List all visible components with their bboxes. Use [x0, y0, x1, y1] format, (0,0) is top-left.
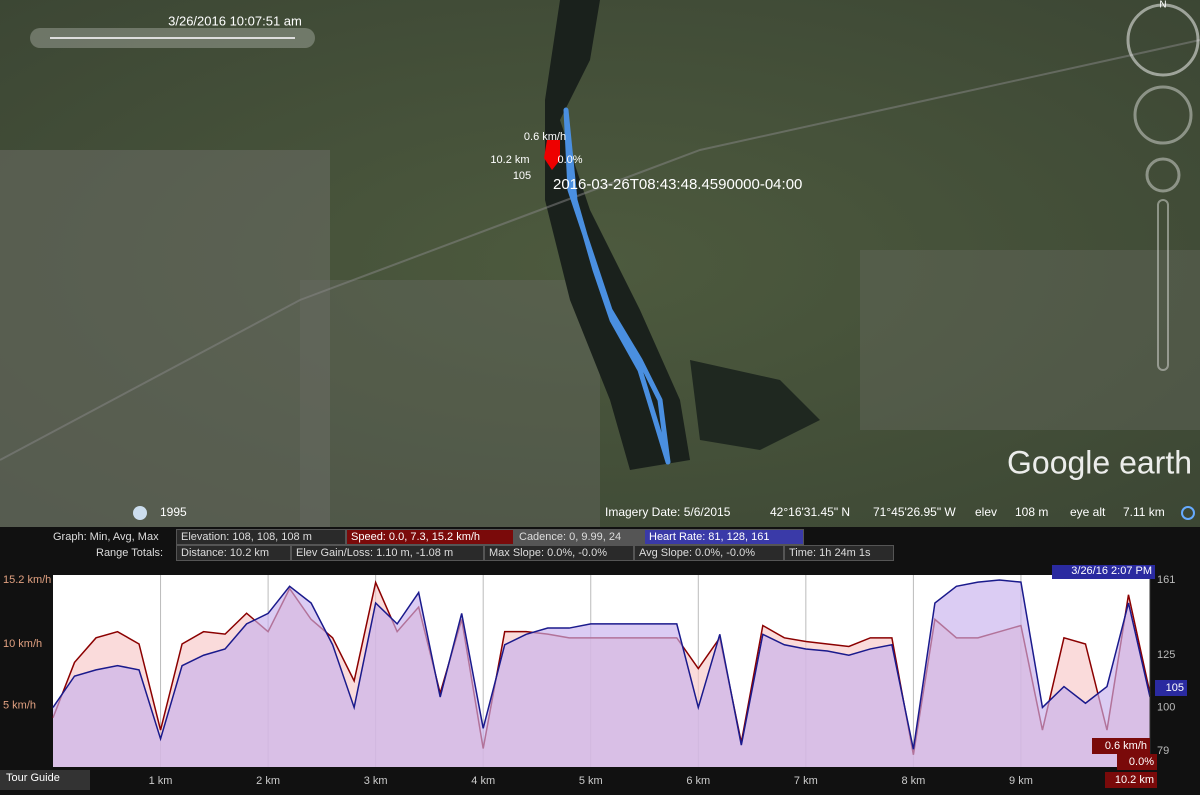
marker-time: 2016-03-26T08:43:48.4590000-04:00: [553, 176, 802, 193]
y2-tick-label: 79: [1157, 745, 1169, 757]
cursor-speed-box: [1092, 738, 1150, 754]
status-indicator: [1181, 506, 1195, 520]
x-tick-label: 1 km: [149, 775, 173, 787]
road: [0, 39, 1200, 461]
cursor-speed: 0.6 km/h: [1105, 740, 1147, 752]
zoom-slider[interactable]: [1157, 199, 1169, 371]
distance-stat: Distance: 10.2 km: [176, 545, 291, 561]
cursor-distance-box: [1105, 772, 1157, 788]
urban-area: [0, 150, 330, 527]
eye-alt-value: 7.11 km: [1123, 505, 1165, 519]
series-line: [52, 579, 1151, 750]
max-slope-stat: Max Slope: 0.0%, -0.0%: [484, 545, 634, 561]
avg-slope-stat: Avg Slope: 0.0%, -0.0%: [634, 545, 784, 561]
x-tick-label: 9 km: [1009, 775, 1033, 787]
cursor-heart-rate-box: [1155, 680, 1187, 696]
marker-speed: 0.6 km/h: [524, 131, 566, 143]
range-label: Range Totals:: [96, 547, 164, 559]
imagery-date: Imagery Date: 5/6/2015: [605, 505, 731, 519]
graph-label: Graph: Min, Avg, Max: [53, 531, 159, 543]
x-tick-label: 8 km: [901, 775, 925, 787]
y-tick-label: 5 km/h: [3, 699, 36, 711]
cursor-slope: 0.0%: [1129, 756, 1154, 768]
cursor-heart-rate: 105: [1166, 682, 1184, 694]
marker-heart-rate: 105: [513, 170, 531, 182]
x-tick-label: 2 km: [256, 775, 280, 787]
map-view[interactable]: 3/26/2016 10:07:51 am 0.6 km/h 10.2 km 0…: [0, 0, 1200, 527]
latitude: 42°16'31.45" N: [770, 505, 850, 519]
urban-area: [300, 280, 600, 527]
logo: Google earth: [1007, 444, 1192, 480]
lake: [545, 0, 690, 470]
look-control[interactable]: [1133, 85, 1193, 145]
elevation-profile[interactable]: 1 km 2 km 3 km 4 km 5 km 6 km 7 km 8 km 9 km 5 km…: [0, 565, 1200, 795]
position-marker[interactable]: [544, 140, 560, 170]
cursor-distance: 10.2 km: [1115, 774, 1154, 786]
elevation-stat[interactable]: Elevation: 108, 108, 108 m: [176, 529, 346, 545]
speed-stat[interactable]: Speed: 0.0, 7.3, 15.2 km/h: [346, 529, 514, 545]
series-fill: [53, 580, 1150, 767]
y-tick-label: 10 km/h: [3, 638, 42, 650]
y2-tick-label: 161: [1157, 574, 1175, 586]
gps-track[interactable]: [563, 107, 671, 465]
move-control[interactable]: [1145, 157, 1181, 193]
tour-guide[interactable]: Tour Guide: [0, 770, 90, 790]
elev-gain-loss-stat: Elev Gain/Loss: 1.10 m, -1.08 m: [291, 545, 484, 561]
cursor-time-box: [1052, 565, 1155, 579]
longitude: 71°45'26.95" W: [873, 505, 956, 519]
x-tick-label: 5 km: [579, 775, 603, 787]
cursor-slope-box: [1117, 754, 1157, 770]
x-tick-label: 7 km: [794, 775, 818, 787]
marker-slope: 0.0%: [557, 154, 582, 166]
y2-tick-label: 100: [1157, 701, 1175, 713]
y-tick-label: 15.2 km/h: [3, 574, 51, 586]
eye-alt-label: eye alt: [1070, 505, 1106, 519]
compass[interactable]: [1126, 3, 1200, 77]
history-year: 1995: [160, 505, 187, 519]
timestamp: 3/26/2016 10:07:51 am: [168, 13, 302, 28]
time-stat: Time: 1h 24m 1s: [784, 545, 894, 561]
x-tick-label: 3 km: [364, 775, 388, 787]
north: N: [1159, 0, 1166, 11]
history-icon[interactable]: [133, 506, 147, 520]
elev-value: 108 m: [1015, 505, 1048, 519]
x-tick-label: 4 km: [471, 775, 495, 787]
cadence-stat[interactable]: Cadence: 0, 9.99, 24: [514, 529, 644, 545]
x-tick-label: 6 km: [686, 775, 710, 787]
cursor-time: 3/26/16 2:07 PM: [1071, 565, 1152, 577]
urban-area: [860, 250, 1200, 430]
heart-rate-stat[interactable]: Heart Rate: 81, 128, 161: [644, 529, 804, 545]
lake: [690, 360, 820, 450]
marker-distance: 10.2 km: [490, 154, 529, 166]
y2-tick-label: 125: [1157, 649, 1175, 661]
elev-label: elev: [975, 505, 997, 519]
